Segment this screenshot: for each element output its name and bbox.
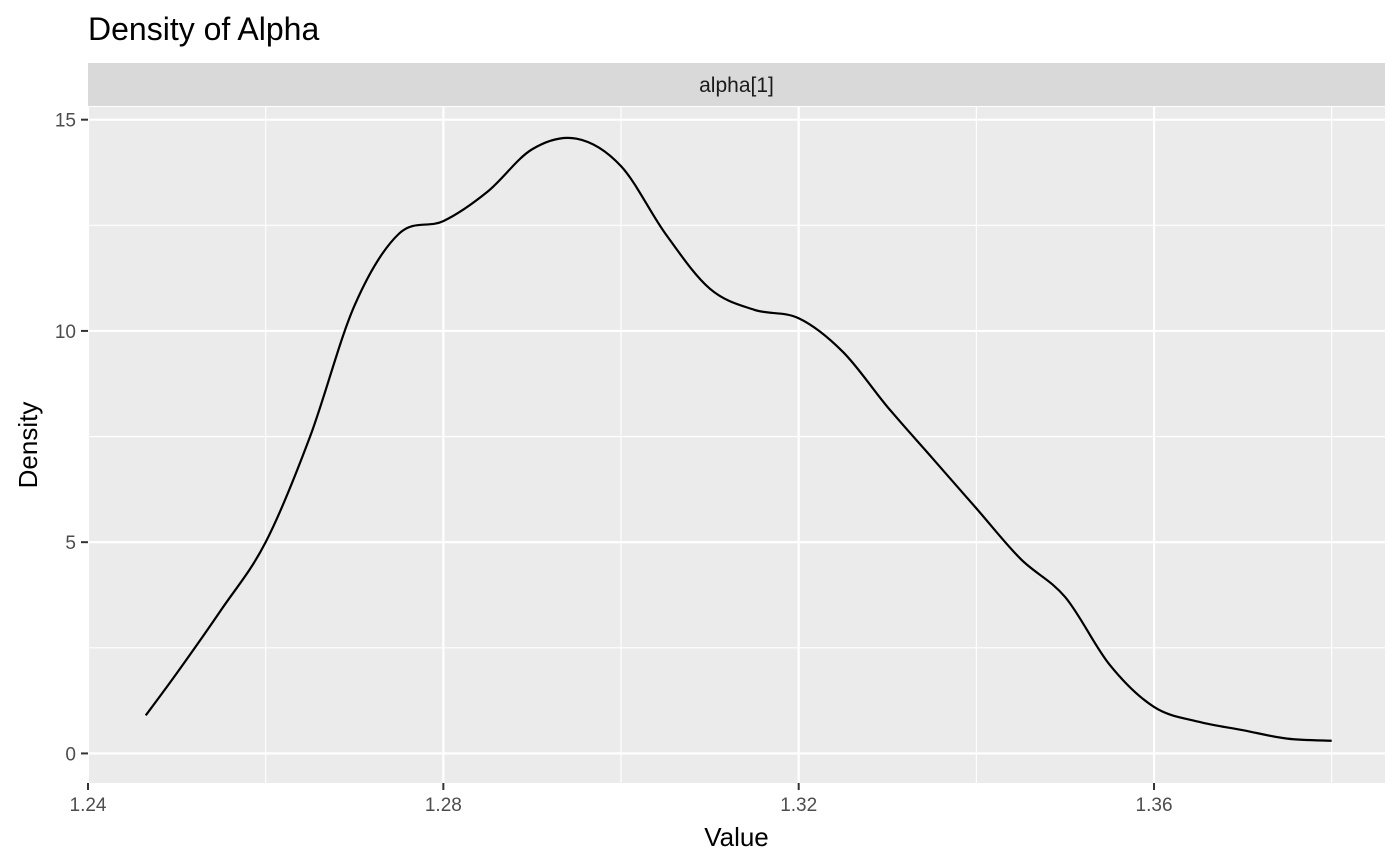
facet-label: alpha[1] bbox=[699, 74, 774, 97]
x-tick-label: 1.32 bbox=[780, 795, 817, 816]
minor-gridlines bbox=[88, 107, 1385, 783]
y-tick-label: 15 bbox=[55, 111, 76, 132]
y-tick-label: 0 bbox=[65, 744, 76, 765]
density-line bbox=[144, 136, 1332, 742]
plot-panel bbox=[88, 107, 1385, 783]
y-tick-label: 10 bbox=[55, 322, 76, 343]
facet-strip bbox=[88, 63, 1385, 106]
x-tick-label: 1.28 bbox=[425, 795, 462, 816]
x-tick-label: 1.24 bbox=[70, 795, 107, 816]
x-tick-label: 1.36 bbox=[1136, 795, 1173, 816]
x-tick-labels: 1.24 1.28 1.32 1.36 bbox=[70, 795, 1173, 816]
x-axis-title: Value bbox=[704, 822, 769, 852]
chart-title: Density of Alpha bbox=[88, 11, 319, 47]
y-axis-title: Density bbox=[13, 402, 43, 489]
y-tick-label: 5 bbox=[65, 533, 76, 554]
y-tick-labels: 0 5 10 15 bbox=[55, 111, 76, 766]
major-gridlines bbox=[86, 107, 1385, 783]
axis-ticks bbox=[81, 118, 1156, 790]
